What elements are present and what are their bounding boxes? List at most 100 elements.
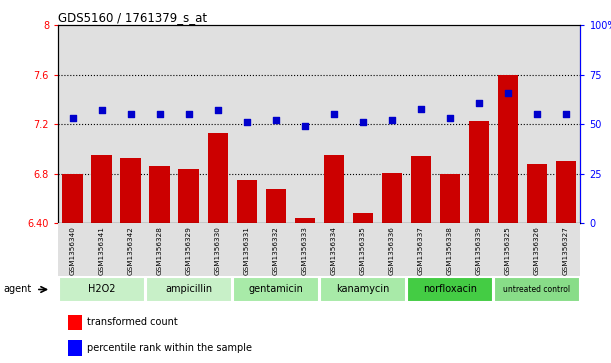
- Bar: [406, 223, 435, 276]
- Bar: [62, 174, 82, 223]
- Text: percentile rank within the sample: percentile rank within the sample: [87, 343, 252, 353]
- Bar: [493, 25, 522, 223]
- Bar: [552, 223, 580, 276]
- Point: [561, 111, 571, 117]
- Bar: [178, 169, 199, 223]
- Bar: [319, 223, 348, 276]
- Point: [97, 107, 106, 113]
- Text: GSM1356337: GSM1356337: [418, 226, 424, 275]
- Point: [503, 90, 513, 95]
- Text: gentamicin: gentamicin: [248, 285, 303, 294]
- Bar: [290, 223, 320, 276]
- Bar: [527, 164, 547, 223]
- Bar: [87, 25, 116, 223]
- Point: [387, 118, 397, 123]
- Text: GSM1356335: GSM1356335: [360, 226, 366, 275]
- Point: [242, 119, 252, 125]
- Text: kanamycin: kanamycin: [336, 285, 389, 294]
- Bar: [469, 121, 489, 223]
- Point: [416, 106, 426, 111]
- Point: [213, 107, 222, 113]
- Bar: [203, 25, 232, 223]
- Bar: [378, 223, 406, 276]
- Point: [300, 123, 310, 129]
- Point: [474, 100, 484, 106]
- FancyBboxPatch shape: [407, 277, 493, 302]
- Text: GSM1356333: GSM1356333: [302, 226, 308, 275]
- Bar: [464, 25, 494, 223]
- Bar: [232, 25, 262, 223]
- Bar: [493, 223, 522, 276]
- Bar: [382, 172, 402, 223]
- Bar: [92, 155, 112, 223]
- Bar: [150, 166, 170, 223]
- Point: [155, 111, 164, 117]
- Bar: [295, 218, 315, 223]
- Bar: [232, 223, 262, 276]
- Point: [358, 119, 368, 125]
- Bar: [145, 25, 174, 223]
- Bar: [522, 25, 552, 223]
- Text: transformed count: transformed count: [87, 318, 178, 327]
- Bar: [319, 25, 348, 223]
- Text: ampicillin: ampicillin: [165, 285, 212, 294]
- FancyBboxPatch shape: [233, 277, 319, 302]
- Point: [184, 111, 194, 117]
- Bar: [378, 25, 406, 223]
- Point: [271, 118, 280, 123]
- FancyBboxPatch shape: [494, 277, 580, 302]
- Bar: [353, 213, 373, 223]
- Text: GSM1356328: GSM1356328: [156, 226, 163, 275]
- Bar: [116, 25, 145, 223]
- FancyBboxPatch shape: [145, 277, 232, 302]
- Bar: [411, 156, 431, 223]
- Text: GSM1356329: GSM1356329: [186, 226, 192, 275]
- Bar: [522, 223, 552, 276]
- Bar: [435, 25, 464, 223]
- Bar: [556, 162, 576, 223]
- Bar: [116, 223, 145, 276]
- Bar: [262, 25, 290, 223]
- Text: GSM1356325: GSM1356325: [505, 226, 511, 275]
- Text: H2O2: H2O2: [88, 285, 115, 294]
- Text: GSM1356332: GSM1356332: [273, 226, 279, 275]
- Bar: [236, 180, 257, 223]
- Bar: [348, 223, 377, 276]
- FancyBboxPatch shape: [59, 277, 145, 302]
- Bar: [290, 25, 320, 223]
- Text: GSM1356336: GSM1356336: [389, 226, 395, 275]
- Text: GSM1356327: GSM1356327: [563, 226, 569, 275]
- Text: GSM1356341: GSM1356341: [98, 226, 104, 275]
- Point: [532, 111, 542, 117]
- Text: GSM1356342: GSM1356342: [128, 226, 134, 275]
- Bar: [58, 25, 87, 223]
- Point: [68, 115, 78, 121]
- Bar: [203, 223, 232, 276]
- Bar: [266, 189, 286, 223]
- Bar: [348, 25, 377, 223]
- Bar: [58, 223, 87, 276]
- Text: GSM1356331: GSM1356331: [244, 226, 250, 275]
- Bar: [174, 223, 203, 276]
- Text: agent: agent: [3, 285, 31, 294]
- Text: GSM1356340: GSM1356340: [70, 226, 76, 275]
- Bar: [208, 133, 228, 223]
- Bar: [87, 223, 116, 276]
- Bar: [498, 75, 518, 223]
- Text: GDS5160 / 1761379_s_at: GDS5160 / 1761379_s_at: [58, 11, 207, 24]
- Point: [126, 111, 136, 117]
- Bar: [464, 223, 494, 276]
- Bar: [406, 25, 435, 223]
- Text: GSM1356326: GSM1356326: [534, 226, 540, 275]
- Bar: [440, 174, 460, 223]
- Point: [329, 111, 338, 117]
- Text: GSM1356339: GSM1356339: [476, 226, 482, 275]
- Bar: [552, 25, 580, 223]
- Text: norfloxacin: norfloxacin: [423, 285, 477, 294]
- Bar: [120, 158, 141, 223]
- Bar: [174, 25, 203, 223]
- Text: GSM1356338: GSM1356338: [447, 226, 453, 275]
- Bar: [324, 155, 344, 223]
- Bar: [435, 223, 464, 276]
- Text: GSM1356334: GSM1356334: [331, 226, 337, 275]
